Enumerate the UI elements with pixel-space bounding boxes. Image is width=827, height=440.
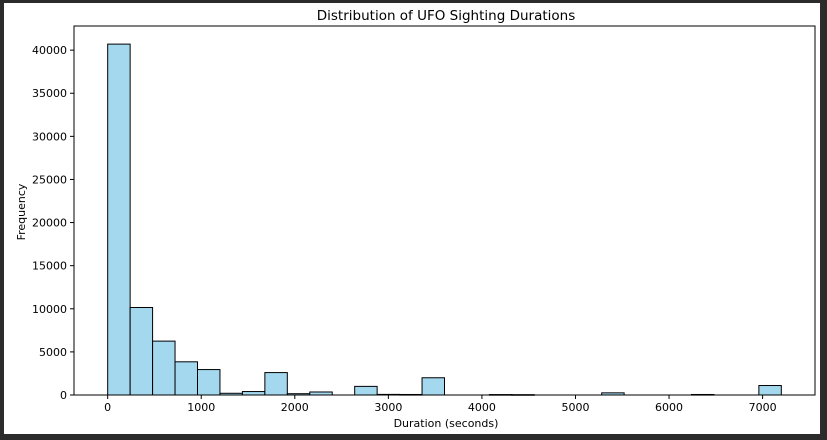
y-tick-label: 0 <box>60 389 67 402</box>
y-tick-label: 15000 <box>32 260 67 273</box>
histogram-bar <box>241 391 266 396</box>
x-axis-label: Duration (seconds) <box>394 417 499 430</box>
y-tick-label: 10000 <box>32 303 67 316</box>
histogram-bar <box>107 43 131 396</box>
x-tick-label: 2000 <box>281 401 309 414</box>
chart-title: Distribution of UFO Sighting Durations <box>317 8 576 24</box>
bars-group <box>107 43 782 396</box>
y-axis-label: Frequency <box>15 183 28 240</box>
histogram-bar <box>174 361 199 396</box>
y-tick-label: 25000 <box>32 173 67 186</box>
y-tick-label: 5000 <box>39 346 67 359</box>
histogram-bar <box>421 377 445 396</box>
histogram-chart: Distribution of UFO Sighting Durations 0… <box>15 8 816 430</box>
x-tick-label: 4000 <box>468 401 496 414</box>
figure-frame: Distribution of UFO Sighting Durations 0… <box>4 3 820 434</box>
x-tick-label: 3000 <box>374 401 402 414</box>
x-tick-label: 1000 <box>187 401 215 414</box>
y-tick-label: 30000 <box>32 130 67 143</box>
y-tick-label: 20000 <box>32 217 67 230</box>
histogram-bar <box>129 306 154 396</box>
x-tick-label: 0 <box>104 401 111 414</box>
histogram-bar <box>264 372 288 396</box>
histogram-bar <box>758 385 782 396</box>
y-axis-ticks: 0 5000 10000 15000 20000 25000 30000 35000 40000 <box>32 44 74 402</box>
plot-area-border <box>73 25 816 396</box>
x-tick-label: 5000 <box>561 401 589 414</box>
histogram-bar <box>152 340 176 396</box>
x-tick-label: 7000 <box>749 401 777 414</box>
x-axis-ticks: 0 1000 2000 3000 4000 5000 6000 7000 <box>104 395 777 414</box>
histogram-bar <box>197 369 221 396</box>
x-tick-label: 6000 <box>655 401 683 414</box>
histogram-bar <box>354 385 378 396</box>
y-tick-label: 40000 <box>32 44 67 57</box>
y-tick-label: 35000 <box>32 87 67 100</box>
